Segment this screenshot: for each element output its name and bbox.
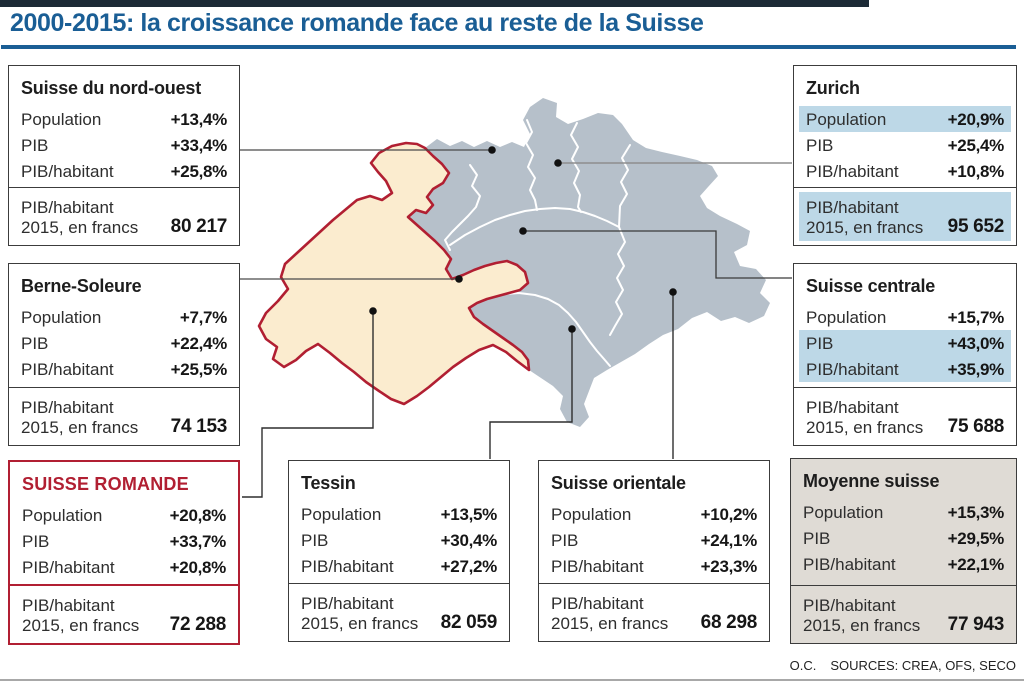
- stat-row-pib: PIB +29,5%: [803, 528, 1004, 548]
- region-name: Suisse orientale: [551, 473, 686, 493]
- stat-row-pib-habitant-highlighted: PIB/habitant +35,9%: [799, 356, 1011, 382]
- pib-2015-value: 68 298: [700, 612, 758, 633]
- pib-2015-value: 74 153: [170, 416, 228, 437]
- pib-2015-value: 77 943: [947, 614, 1005, 635]
- pib-2015-label: PIB/habitant 2015, en francs: [301, 594, 419, 633]
- page-title: 2000-2015: la croissance romande face au…: [10, 9, 704, 37]
- region-name: Zurich: [806, 78, 860, 98]
- stat-row-pib: PIB +30,4%: [301, 530, 497, 550]
- stat-pib-2015: PIB/habitant 2015, en francs 82 059: [289, 583, 509, 641]
- region-name: Moyenne suisse: [803, 471, 940, 491]
- pib-2015-value: 72 288: [169, 614, 227, 635]
- stat-row-population: Population +7,7%: [21, 307, 227, 327]
- stat-row-pib-habitant: PIB/habitant +20,8%: [22, 557, 226, 577]
- pib-2015-label: PIB/habitant 2015, en francs: [806, 198, 924, 237]
- card-stats: Suisse orientale Population +10,2% PIB +24…: [539, 461, 769, 583]
- author-credit: O.C.: [789, 658, 817, 673]
- pib-2015-label: PIB/habitant 2015, en francs: [21, 398, 139, 437]
- stat-row-pib: PIB +25,4%: [806, 135, 1004, 155]
- stat-row-pib-habitant: PIB/habitant +27,2%: [301, 556, 497, 576]
- stat-row-population: Population +10,2%: [551, 504, 757, 524]
- card-stats: Moyenne suisse Population +15,3% PIB +29,5…: [791, 459, 1016, 585]
- stat-row-population-highlighted: Population +20,9%: [799, 106, 1011, 132]
- stat-row-population: Population +20,8%: [22, 505, 226, 525]
- stat-pib-2015-inner: PIB/habitant 2015, en francs 95 652: [799, 192, 1011, 241]
- pib-2015-label: PIB/habitant 2015, en francs: [22, 596, 140, 635]
- stat-row-population: Population +13,5%: [301, 504, 497, 524]
- stat-pib-2015: PIB/habitant 2015, en francs 72 288: [10, 584, 238, 643]
- title-underline-rule: [1, 45, 1016, 49]
- stat-row-population: Population +15,7%: [806, 307, 1004, 327]
- stat-pib-2015: PIB/habitant 2015, en francs 80 217: [9, 187, 239, 245]
- stat-row-pib: PIB +33,4%: [21, 135, 227, 155]
- card-stats: Suisse centrale Population +15,7% PIB +43,…: [794, 264, 1016, 387]
- stat-row-pib-habitant: PIB/habitant +25,5%: [21, 359, 227, 379]
- stat-row-pib-habitant: PIB/habitant +10,8%: [806, 161, 1004, 181]
- stat-pib-2015-inner: PIB/habitant 2015, en francs 74 153: [14, 392, 234, 441]
- card-stats: Suisse du nord-ouest Population +13,4% PI…: [9, 66, 239, 187]
- pib-2015-label: PIB/habitant 2015, en francs: [551, 594, 669, 633]
- stat-row-pib: PIB +33,7%: [22, 531, 226, 551]
- stat-row-pib: PIB +24,1%: [551, 530, 757, 550]
- source-credit-line: O.C. SOURCES: CREA, OFS, SECO: [790, 658, 1016, 673]
- region-card-moyenne-suisse: Moyenne suisse Population +15,3% PIB +29,5…: [790, 458, 1017, 644]
- stat-pib-2015-inner: PIB/habitant 2015, en francs 77 943: [796, 590, 1011, 639]
- stat-row-pib-habitant: PIB/habitant +23,3%: [551, 556, 757, 576]
- stat-pib-2015-inner: PIB/habitant 2015, en francs 68 298: [544, 588, 764, 637]
- stat-pib-2015: PIB/habitant 2015, en francs 77 943: [791, 585, 1016, 643]
- pib-2015-value: 80 217: [170, 216, 228, 237]
- stat-row-pib-habitant: PIB/habitant +22,1%: [803, 554, 1004, 574]
- pib-2015-label: PIB/habitant 2015, en francs: [806, 398, 924, 437]
- region-name: Suisse centrale: [806, 276, 936, 296]
- region-name: Tessin: [301, 473, 356, 493]
- stat-pib-2015-highlighted: PIB/habitant 2015, en francs 95 652: [794, 187, 1016, 245]
- stat-pib-2015-inner: PIB/habitant 2015, en francs 72 288: [15, 590, 233, 639]
- stat-row-pib-habitant: PIB/habitant +25,8%: [21, 161, 227, 181]
- pib-2015-value: 95 652: [947, 216, 1005, 237]
- stat-pib-2015: PIB/habitant 2015, en francs 74 153: [9, 387, 239, 445]
- switzerland-map: [257, 98, 770, 427]
- stat-row-pib: PIB +22,4%: [21, 333, 227, 353]
- sources-text: SOURCES: CREA, OFS, SECO: [830, 658, 1016, 673]
- stat-pib-2015: PIB/habitant 2015, en francs 68 298: [539, 583, 769, 641]
- stat-row-population: Population +15,3%: [803, 502, 1004, 522]
- stat-pib-2015-inner: PIB/habitant 2015, en francs 82 059: [294, 588, 504, 637]
- card-stats: Tessin Population +13,5% PIB +30,4% PIB/ha…: [289, 461, 509, 583]
- region-card-tessin: Tessin Population +13,5% PIB +30,4% PIB/ha…: [288, 460, 510, 642]
- pib-2015-value: 75 688: [947, 416, 1005, 437]
- region-name: SUISSE ROMANDE: [22, 474, 189, 494]
- top-dark-bar: [0, 0, 869, 7]
- stat-pib-2015: PIB/habitant 2015, en francs 75 688: [794, 387, 1016, 445]
- stat-row-pib-highlighted: PIB +43,0%: [799, 330, 1011, 356]
- region-card-nord-ouest: Suisse du nord-ouest Population +13,4% PI…: [8, 65, 240, 246]
- region-name: Suisse du nord-ouest: [21, 78, 202, 98]
- region-card-suisse-orientale: Suisse orientale Population +10,2% PIB +24…: [538, 460, 770, 642]
- card-stats: SUISSE ROMANDE Population +20,8% PIB +33,7…: [10, 462, 238, 584]
- region-name: Berne-Soleure: [21, 276, 142, 296]
- region-card-zurich: Zurich Population +20,9% PIB +25,4% PIB/ha…: [793, 65, 1017, 246]
- card-stats: Zurich Population +20,9% PIB +25,4% PIB/ha…: [794, 66, 1016, 187]
- stat-pib-2015-inner: PIB/habitant 2015, en francs 75 688: [799, 392, 1011, 441]
- stat-row-population: Population +13,4%: [21, 109, 227, 129]
- bottom-hairline-rule: [0, 679, 1024, 681]
- pib-2015-label: PIB/habitant 2015, en francs: [803, 596, 921, 635]
- card-stats: Berne-Soleure Population +7,7% PIB +22,4% …: [9, 264, 239, 387]
- region-card-berne-soleure: Berne-Soleure Population +7,7% PIB +22,4% …: [8, 263, 240, 446]
- region-card-suisse-romande: SUISSE ROMANDE Population +20,8% PIB +33,7…: [8, 460, 240, 645]
- pib-2015-label: PIB/habitant 2015, en francs: [21, 198, 139, 237]
- region-card-suisse-centrale: Suisse centrale Population +15,7% PIB +43,…: [793, 263, 1017, 446]
- pib-2015-value: 82 059: [440, 612, 498, 633]
- stat-pib-2015-inner: PIB/habitant 2015, en francs 80 217: [14, 192, 234, 241]
